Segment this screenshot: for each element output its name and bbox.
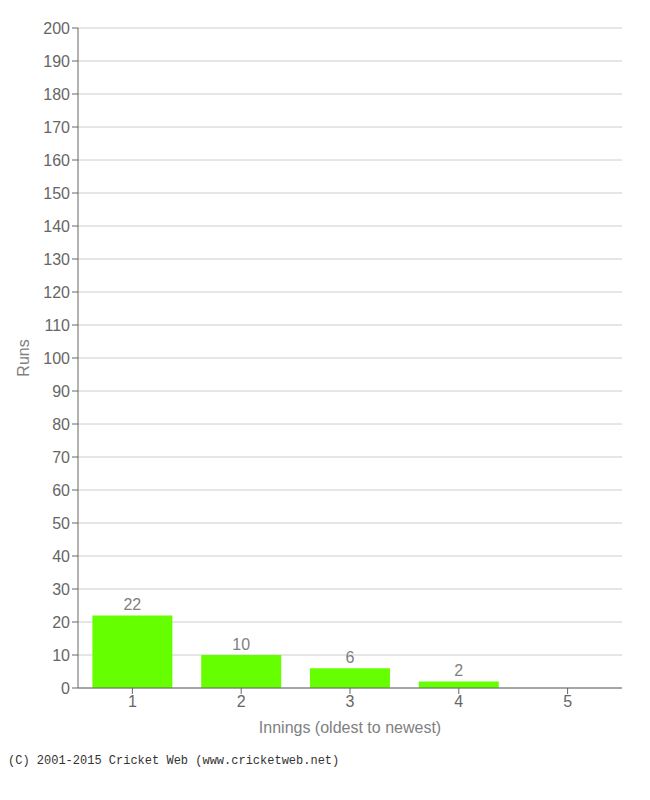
svg-text:50: 50 xyxy=(52,515,70,532)
svg-text:110: 110 xyxy=(44,317,70,334)
html-text:(C) 2001-2015 Cricket Web (www: (C) 2001-2015 Cricket Web (www.cricketwe… xyxy=(8,754,340,768)
svg-text:3: 3 xyxy=(346,693,355,710)
svg-text:6: 6 xyxy=(346,649,355,666)
svg-text:80: 80 xyxy=(52,416,70,433)
svg-text:170: 170 xyxy=(43,119,70,136)
svg-text:200: 200 xyxy=(43,20,70,37)
svg-text:2: 2 xyxy=(454,662,463,679)
svg-text:70: 70 xyxy=(52,449,70,466)
svg-text:Runs: Runs xyxy=(15,339,32,376)
svg-text:90: 90 xyxy=(52,383,70,400)
svg-text:2: 2 xyxy=(237,693,246,710)
svg-text:Innings (oldest to newest): Innings (oldest to newest) xyxy=(259,719,441,736)
svg-text:10: 10 xyxy=(52,647,70,664)
svg-text:10: 10 xyxy=(232,636,250,653)
svg-text:4: 4 xyxy=(454,693,463,710)
svg-text:20: 20 xyxy=(52,614,70,631)
svg-text:160: 160 xyxy=(43,152,70,169)
svg-text:30: 30 xyxy=(52,581,70,598)
svg-text:100: 100 xyxy=(43,350,70,367)
svg-text:40: 40 xyxy=(52,548,70,565)
svg-text:180: 180 xyxy=(43,86,70,103)
svg-text:1: 1 xyxy=(128,693,137,710)
svg-text:130: 130 xyxy=(43,251,70,268)
svg-text:22: 22 xyxy=(123,596,141,613)
svg-text:0: 0 xyxy=(61,680,70,697)
svg-text:150: 150 xyxy=(43,185,70,202)
svg-text:120: 120 xyxy=(43,284,70,301)
svg-text:5: 5 xyxy=(563,693,572,710)
svg-text:140: 140 xyxy=(43,218,70,235)
svg-text:60: 60 xyxy=(52,482,70,499)
svg-text:190: 190 xyxy=(43,53,70,70)
